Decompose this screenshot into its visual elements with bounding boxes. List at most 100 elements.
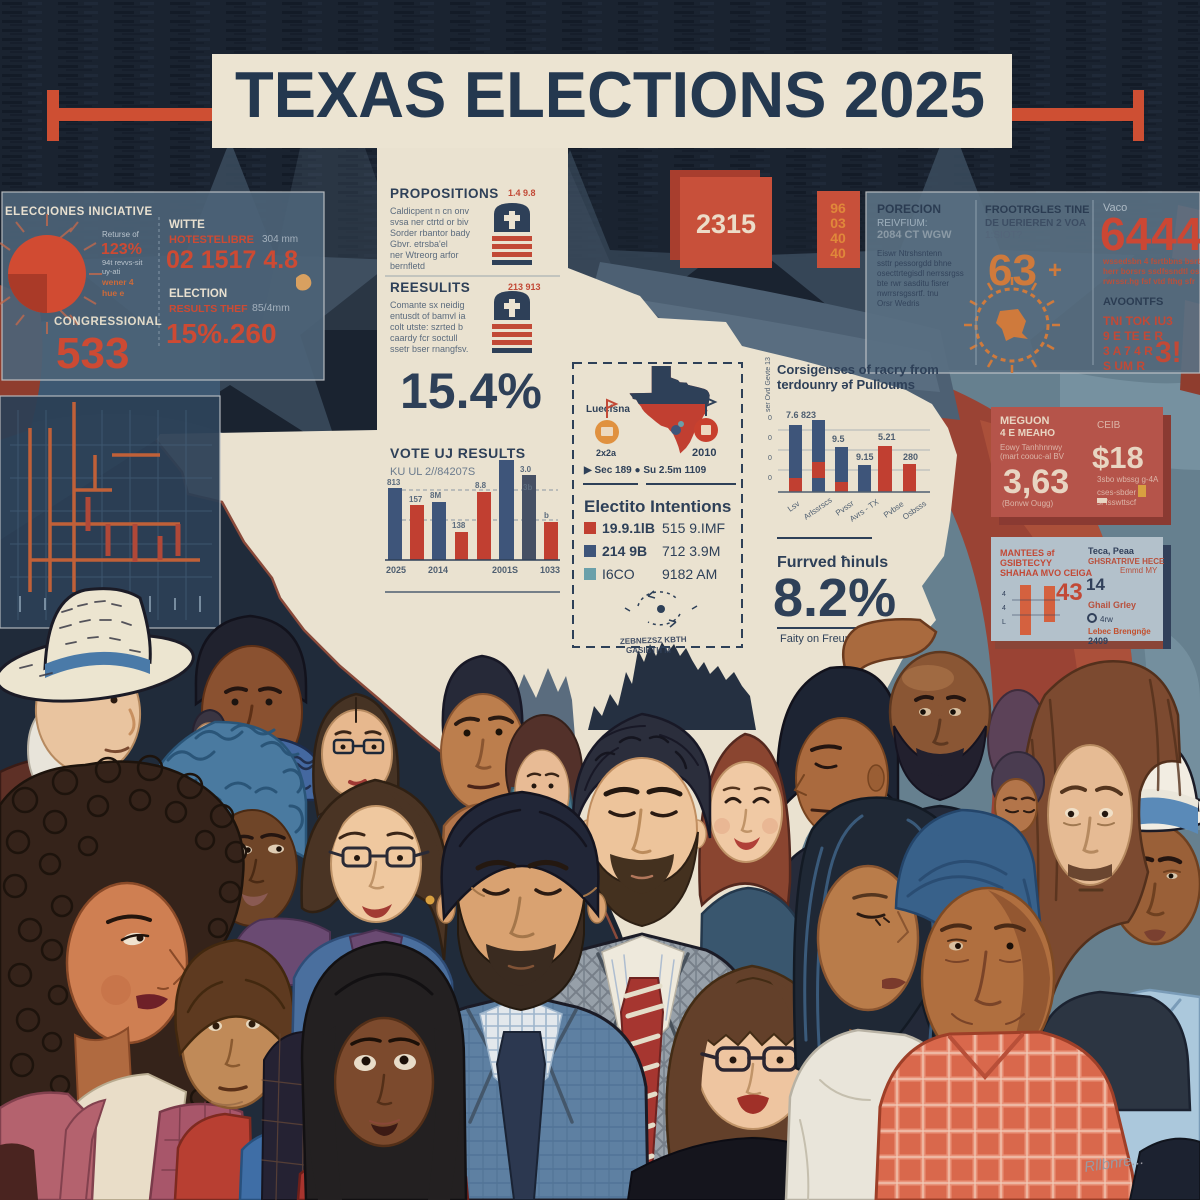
svg-text:9 E TE E R: 9 E TE E R: [1103, 329, 1163, 343]
svg-text:123%: 123%: [101, 241, 142, 258]
svg-text:L: L: [1002, 619, 1006, 626]
svg-text:$18: $18: [1092, 440, 1144, 475]
svg-text:19.9.1lB: 19.9.1lB: [602, 520, 655, 536]
svg-text:(mart coouc-al BV: (mart coouc-al BV: [1000, 452, 1065, 461]
svg-text:0: 0: [768, 415, 772, 422]
svg-text:15%.260: 15%.260: [166, 318, 277, 349]
svg-text:GSIBTECYY: GSIBTECYY: [1000, 558, 1052, 568]
svg-text:7.6 823: 7.6 823: [786, 410, 816, 420]
svg-text:nwrrsrsgssrtf. tnu: nwrrsrsgssrtf. tnu: [877, 289, 938, 298]
svg-text:DE UERIEREN 2 VOA: DE UERIEREN 2 VOA: [985, 218, 1086, 229]
svg-text:5.21: 5.21: [878, 432, 896, 442]
svg-text:Teca, Peaa: Teca, Peaa: [1088, 546, 1135, 556]
svg-text:ser Ovd Gevte 13: ser Ovd Gevte 13: [765, 357, 772, 412]
svg-text:CEIB: CEIB: [1097, 420, 1121, 431]
svg-text:533: 533: [56, 329, 129, 378]
svg-text:REIVFIUM:: REIVFIUM:: [877, 218, 928, 229]
svg-text:213 913: 213 913: [508, 282, 541, 292]
svg-text:712 3.9M: 712 3.9M: [662, 543, 720, 559]
svg-text:Luecfsna: Luecfsna: [586, 404, 630, 415]
svg-text:03: 03: [830, 215, 846, 231]
svg-text:2014: 2014: [428, 565, 448, 575]
svg-text:214 9B: 214 9B: [602, 543, 647, 559]
svg-text:PORECION: PORECION: [877, 202, 941, 216]
svg-text:FROOTRGLES TINE: FROOTRGLES TINE: [985, 204, 1090, 216]
svg-text:Orsr Wedris: Orsr Wedris: [877, 299, 920, 308]
svg-text:SHAHAA MVO CEIGA: SHAHAA MVO CEIGA: [1000, 568, 1093, 578]
svg-text:(Bonvw Ougg): (Bonvw Ougg): [1002, 499, 1053, 508]
svg-text:2001S: 2001S: [492, 565, 518, 575]
svg-text:Eiswr Ntrshsntenn: Eiswr Ntrshsntenn: [877, 249, 942, 258]
svg-text:Caldicpent n cn onv: Caldicpent n cn onv: [390, 206, 470, 216]
svg-text:3,63: 3,63: [1003, 463, 1069, 501]
svg-text:Furrved ħinuls: Furrved ħinuls: [777, 554, 888, 571]
svg-text:wssedsbn 4 fsrtbbns bsrtdrss: wssedsbn 4 fsrtbbns bsrtdrss: [1102, 257, 1200, 266]
svg-text:HOTESTELIBRE: HOTESTELIBRE: [169, 234, 254, 246]
svg-text:515 9.IMF: 515 9.IMF: [662, 520, 725, 536]
svg-text:bernfletd: bernfletd: [390, 261, 425, 271]
svg-text:Corsigenses of racry from: Corsigenses of racry from: [777, 362, 939, 377]
svg-text:280: 280: [903, 452, 918, 462]
svg-text:4 E MEAHO: 4 E MEAHO: [1000, 428, 1055, 439]
svg-text:wener 4: wener 4: [101, 277, 134, 287]
svg-text:svsa ner ctrtd or biv: svsa ner ctrtd or biv: [390, 217, 469, 227]
svg-text:0: 0: [768, 475, 772, 482]
svg-text:Comante sx neidig: Comante sx neidig: [390, 300, 465, 310]
svg-text:9.5: 9.5: [832, 434, 845, 444]
svg-text:304 mm: 304 mm: [262, 234, 298, 245]
svg-text:15.4%: 15.4%: [400, 363, 542, 419]
svg-text:813: 813: [387, 478, 401, 487]
svg-text:Sorder rbantor bady: Sorder rbantor bady: [390, 228, 471, 238]
svg-text:AVOONTFS: AVOONTFS: [1103, 296, 1163, 308]
svg-text:2315: 2315: [696, 209, 756, 239]
svg-text:▶ Sec 189 ● Su 2.5m 1109: ▶ Sec 189 ● Su 2.5m 1109: [583, 465, 707, 476]
svg-text:TNI TOK IU3: TNI TOK IU3: [1103, 314, 1173, 328]
svg-text:entusdt of bamvl ia: entusdt of bamvl ia: [390, 311, 466, 321]
svg-text:Lebec Brengnğe: Lebec Brengnğe: [1088, 627, 1151, 636]
svg-text:6444: 6444: [1100, 208, 1200, 260]
svg-text:02 1517 4.8: 02 1517 4.8: [166, 246, 298, 274]
svg-text:rwrssr.hg fsf vtd fthg sfr: rwrssr.hg fsf vtd fthg sfr: [1103, 277, 1195, 286]
svg-text:MANTEES əf: MANTEES əf: [1000, 548, 1056, 558]
svg-text:cses-sbder: cses-sbder: [1097, 488, 1136, 497]
svg-text:uy-ati: uy-ati: [102, 267, 121, 276]
svg-text:3.0: 3.0: [520, 465, 532, 474]
svg-text:3sbo wbssg g-4A: 3sbo wbssg g-4A: [1097, 475, 1159, 484]
svg-text:hue e: hue e: [102, 288, 124, 298]
svg-text:14: 14: [1086, 575, 1105, 594]
svg-text:GASIBTH M: GASIBTH M: [626, 646, 671, 655]
svg-text:1.4 9.8: 1.4 9.8: [508, 188, 536, 198]
svg-text:1:SIOT?: 1:SIOT?: [985, 230, 1023, 241]
svg-text:bte rwr sasditu fisrer: bte rwr sasditu fisrer: [877, 279, 949, 288]
svg-text:REESULITS: REESULITS: [390, 280, 470, 295]
svg-text:KU UL 2//84207S: KU UL 2//84207S: [390, 466, 475, 478]
svg-text:TEXAS ELECTIONS 2025: TEXAS ELECTIONS 2025: [235, 58, 985, 131]
svg-text:2084 CT WGW: 2084 CT WGW: [877, 229, 952, 241]
svg-text:40: 40: [830, 245, 846, 261]
svg-text:1033: 1033: [540, 565, 560, 575]
svg-text:8.2%: 8.2%: [773, 568, 896, 628]
svg-text:4: 4: [1002, 591, 1006, 598]
svg-text:I6CO: I6CO: [602, 566, 635, 582]
svg-text:2409: 2409: [1088, 636, 1108, 646]
svg-text:Eowy Tanhhnnwy: Eowy Tanhhnnwy: [1000, 443, 1062, 452]
svg-text:138: 138: [452, 521, 466, 530]
svg-text:9182 AM: 9182 AM: [662, 566, 717, 582]
svg-text:63: 63: [988, 246, 1037, 295]
svg-text:colt utste: szrted b: colt utste: szrted b: [390, 322, 463, 332]
svg-text:PROPOSITIONS: PROPOSITIONS: [390, 186, 499, 201]
svg-text:GHSRATRIVE HECE: GHSRATRIVE HECE: [1088, 557, 1165, 566]
svg-text:Electito Intentions: Electito Intentions: [584, 497, 731, 516]
svg-text:3 A 7 4 R: 3 A 7 4 R: [1103, 344, 1153, 358]
svg-text:S UM R: S UM R: [1103, 359, 1145, 373]
svg-text:2010: 2010: [692, 447, 716, 459]
svg-text:Faity on Freurs: Faity on Freurs: [780, 633, 854, 645]
svg-text:2x2a: 2x2a: [596, 448, 617, 458]
svg-text:8M: 8M: [430, 491, 441, 500]
svg-text:+: +: [1048, 257, 1062, 284]
svg-text:3!: 3!: [1155, 336, 1182, 369]
svg-text:WITTE: WITTE: [169, 219, 205, 231]
svg-text:96: 96: [830, 200, 846, 216]
svg-text:ELECTION: ELECTION: [169, 288, 227, 300]
svg-text:9.15: 9.15: [856, 452, 874, 462]
